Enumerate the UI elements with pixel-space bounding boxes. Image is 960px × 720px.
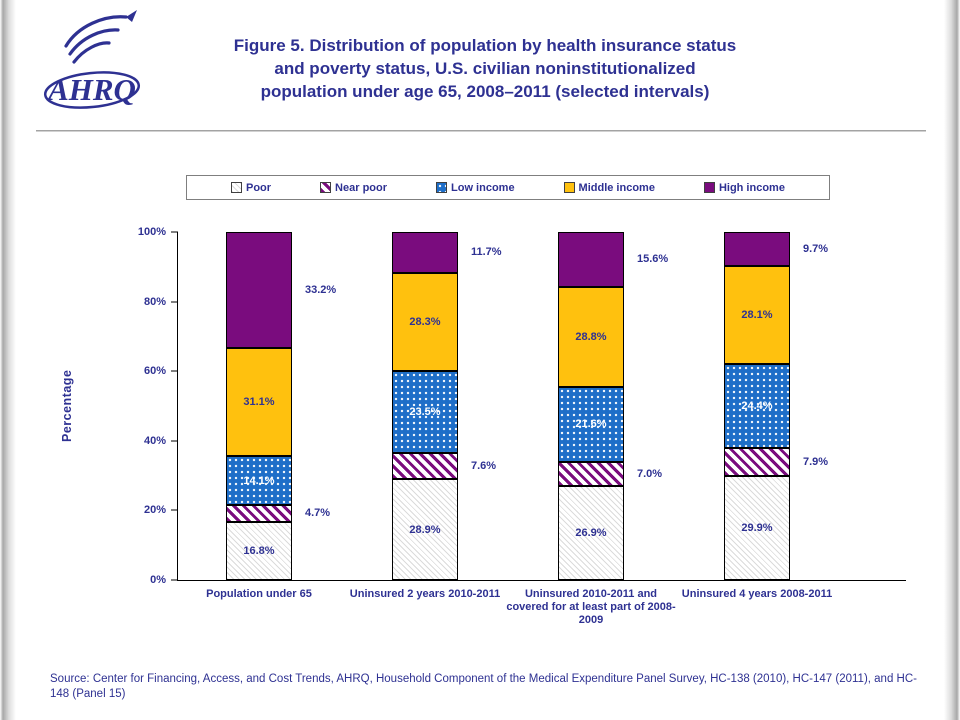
legend-item-poor: Poor xyxy=(231,182,271,194)
bar: 26.9% 21.6% 28.8% xyxy=(558,232,624,580)
ahrq-logo: AHRQ xyxy=(43,10,141,109)
figure-title-line-3: population under age 65, 2008–2011 (sele… xyxy=(260,82,710,101)
legend-swatch-high-income xyxy=(703,182,715,193)
segment-high-income xyxy=(558,232,624,287)
segment-middle-income: 28.8% xyxy=(558,286,624,387)
y-tick-mark xyxy=(171,509,178,511)
value-label: 28.8% xyxy=(575,330,607,343)
value-label: 23.5% xyxy=(409,406,441,419)
value-label: 7.6% xyxy=(471,460,497,473)
y-tick-label: 40% xyxy=(143,434,166,447)
segment-high-income xyxy=(226,232,292,348)
x-axis-label: Uninsured 2 years 2010-2011 xyxy=(349,588,501,600)
figure-title-line-2: and poverty status, U.S. civilian nonins… xyxy=(274,59,696,78)
segment-near-poor xyxy=(724,448,790,476)
value-label: 28.1% xyxy=(741,308,773,321)
page-edge-right xyxy=(944,0,960,720)
segment-middle-income: 31.1% xyxy=(226,347,292,457)
value-label: 7.9% xyxy=(803,456,829,469)
segment-poor: 16.8% xyxy=(226,521,292,580)
segment-near-poor xyxy=(558,462,624,487)
y-axis-ticks: 0% 20% 40% 60% 80% 100% xyxy=(118,226,170,586)
value-label: 11.7% xyxy=(471,246,502,259)
logo-swoosh xyxy=(43,71,141,109)
logo-text: AHRQ xyxy=(46,72,136,107)
segment-low-income: 14.1% xyxy=(226,456,292,506)
legend-swatch-poor xyxy=(231,182,242,193)
segment-poor: 26.9% xyxy=(558,486,624,580)
legend-label-poor: Poor xyxy=(246,181,272,194)
x-axis-label: Uninsured 4 years 2008-2011 xyxy=(681,588,833,600)
segment-poor: 28.9% xyxy=(392,479,458,580)
value-label: 21.6% xyxy=(575,418,607,431)
bar: 28.9% 23.5% 28.3% xyxy=(392,232,458,580)
value-label: 28.3% xyxy=(409,315,441,328)
eagle-head xyxy=(126,10,137,22)
figure-title: Figure 5. Distribution of population by … xyxy=(155,34,815,103)
segment-low-income: 23.5% xyxy=(392,371,458,453)
legend-label-low-income: Low income xyxy=(451,181,515,194)
value-label: 16.8% xyxy=(243,544,275,557)
legend-label-middle-income: Middle income xyxy=(578,181,655,194)
legend-label-high-income: High income xyxy=(718,181,785,194)
segment-middle-income: 28.1% xyxy=(724,265,790,364)
value-label: 29.9% xyxy=(741,521,773,534)
legend-item-low-income: Low income xyxy=(436,182,515,194)
legend-item-near-poor: Near poor xyxy=(320,182,387,194)
value-label: 31.1% xyxy=(243,396,275,409)
title-divider xyxy=(36,130,926,132)
segment-poor: 29.9% xyxy=(724,475,790,580)
value-label: 24.4% xyxy=(741,400,773,413)
value-label: 14.1% xyxy=(243,474,275,487)
value-label: 28.9% xyxy=(409,523,441,536)
bar: 29.9% 24.4% 28.1% xyxy=(724,232,790,580)
segment-middle-income: 28.3% xyxy=(392,272,458,372)
value-label: 4.7% xyxy=(305,507,331,520)
bar: 16.8% 14.1% 31.1% xyxy=(226,232,292,580)
y-tick-mark xyxy=(171,301,178,303)
legend-swatch-low-income xyxy=(436,182,447,193)
y-axis-title: Percentage xyxy=(60,369,74,443)
value-label: 15.6% xyxy=(637,253,669,266)
value-label: 26.9% xyxy=(575,527,607,540)
segment-high-income xyxy=(392,232,458,273)
y-tick-label: 100% xyxy=(137,226,166,238)
y-tick-label: 80% xyxy=(143,295,166,308)
legend: Poor Near poor Low income Middle income High… xyxy=(186,175,830,200)
legend-label-near-poor: Near poor xyxy=(335,181,388,194)
y-tick-label: 60% xyxy=(143,365,166,378)
segment-near-poor xyxy=(226,505,292,522)
y-tick-mark xyxy=(171,370,178,372)
segment-high-income xyxy=(724,232,790,266)
y-tick-label: 20% xyxy=(143,504,166,517)
plot-area: 16.8% 14.1% 31.1% 4.7% 33.2% Population under… xyxy=(171,231,906,626)
value-label: 7.0% xyxy=(637,468,663,481)
value-label: 33.2% xyxy=(305,284,337,297)
legend-item-high-income: High income xyxy=(703,181,785,194)
source-note: Source: Center for Financing, Access, an… xyxy=(50,673,917,700)
y-tick-mark xyxy=(171,231,178,233)
segment-near-poor xyxy=(392,453,458,480)
legend-swatch-near-poor xyxy=(320,182,332,193)
page-edge-left xyxy=(0,0,16,720)
eagle-icon xyxy=(64,15,128,64)
legend-swatch-middle-income xyxy=(563,182,575,193)
legend-item-middle-income: Middle income xyxy=(563,181,655,194)
segment-low-income: 21.6% xyxy=(558,386,624,463)
segment-low-income: 24.4% xyxy=(724,363,790,449)
y-tick-label: 0% xyxy=(150,574,166,586)
y-tick-mark xyxy=(171,579,178,581)
x-axis-label: Population under 65 xyxy=(206,588,312,600)
x-axis-label: Uninsured 2010-2011 and covered for at l… xyxy=(506,588,676,626)
y-tick-mark xyxy=(171,440,178,442)
figure-title-line-1: Figure 5. Distribution of population by … xyxy=(233,36,737,55)
value-label: 9.7% xyxy=(803,242,829,255)
